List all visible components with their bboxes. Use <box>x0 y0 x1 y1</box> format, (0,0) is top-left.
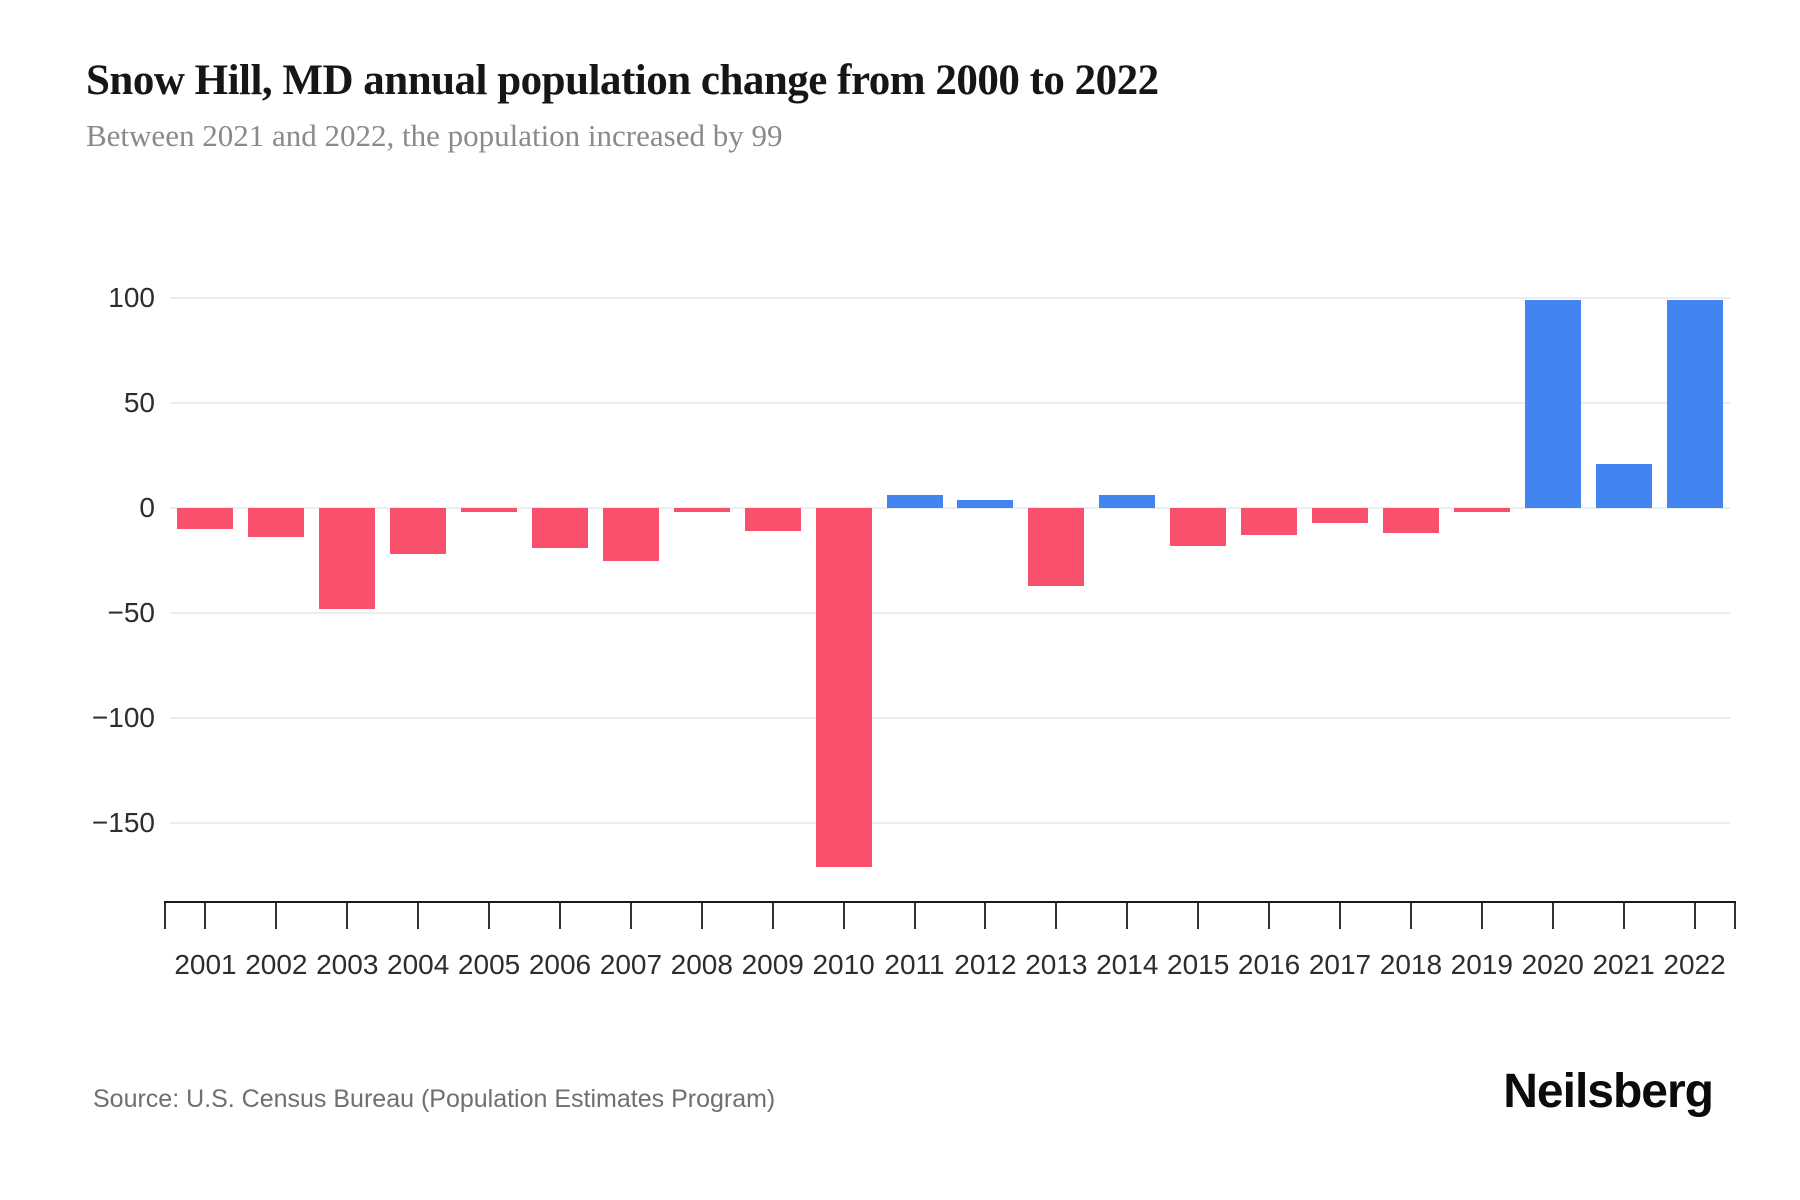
y-tick-label-100: 100 <box>108 282 155 313</box>
x-axis-tick <box>1126 903 1129 929</box>
bar-2009[interactable] <box>744 508 801 532</box>
bar-2003[interactable] <box>319 508 376 609</box>
y-tick-label-50: 50 <box>123 387 155 418</box>
x-axis-tick <box>1480 903 1483 929</box>
bar-2015[interactable] <box>1170 508 1227 546</box>
x-tick-label-2009: 2009 <box>741 949 804 980</box>
bar-2011[interactable] <box>886 495 943 508</box>
x-axis-tick <box>1268 903 1271 929</box>
x-axis-tick <box>1622 903 1625 929</box>
bar-2014[interactable] <box>1099 495 1156 508</box>
bar-2001[interactable] <box>177 508 234 529</box>
x-axis-tick <box>559 903 561 929</box>
gridline--50 <box>170 612 1730 614</box>
bar-2006[interactable] <box>532 508 588 548</box>
x-tick-label-2021: 2021 <box>1592 949 1655 980</box>
bar-2018[interactable] <box>1382 508 1439 534</box>
x-axis-tick <box>346 903 349 929</box>
x-axis-tick <box>1055 903 1058 929</box>
x-tick-label-2016: 2016 <box>1237 949 1301 980</box>
x-axis-tick <box>1197 903 1200 929</box>
x-axis-tick <box>1339 903 1341 929</box>
x-axis-tick <box>275 903 278 929</box>
bar-2002[interactable] <box>248 508 305 538</box>
gridline-50 <box>170 402 1730 404</box>
x-tick-label-2022: 2022 <box>1663 949 1726 980</box>
x-axis-tick <box>164 903 166 929</box>
x-axis-tick <box>842 903 845 929</box>
bar-2020[interactable] <box>1524 300 1581 508</box>
x-axis-tick <box>700 903 703 929</box>
bar-2008[interactable] <box>673 508 730 513</box>
bar-2004[interactable] <box>390 508 447 555</box>
y-tick-label-0: 0 <box>139 492 155 523</box>
plot-area: 2001 2002 2003 2004 2005 2006 2007 2008 2009 2010… <box>164 250 1736 980</box>
x-tick-label-2011: 2011 <box>884 949 945 980</box>
x-axis-tick <box>984 903 987 929</box>
y-tick-label--150: −150 <box>91 807 155 838</box>
x-axis-tick <box>629 903 632 929</box>
x-axis-tick <box>1734 903 1736 929</box>
y-tick-label--100: −100 <box>91 702 155 733</box>
bar-2022[interactable] <box>1666 300 1723 508</box>
gridline-0 <box>170 507 1730 509</box>
x-axis-tick <box>204 903 207 929</box>
bar-2012[interactable] <box>957 499 1014 508</box>
y-axis-labels: 100 50 0 −50 −100 −150 <box>60 250 155 902</box>
neilsberg-logo[interactable]: Neilsberg <box>1503 1065 1714 1118</box>
x-axis-tick <box>1551 903 1554 929</box>
bar-2019[interactable] <box>1453 508 1510 513</box>
x-tick-label-2004: 2004 <box>387 949 450 980</box>
chart-subtitle: Between 2021 and 2022, the population in… <box>86 118 783 153</box>
x-axis-tick <box>417 903 420 929</box>
bar-2007[interactable] <box>602 508 659 561</box>
bar-2017[interactable] <box>1312 508 1368 523</box>
x-axis-tick <box>1409 903 1412 929</box>
source-note: Source: U.S. Census Bureau (Population E… <box>93 1085 776 1113</box>
gridline--150 <box>170 822 1730 824</box>
x-tick-label-2020: 2020 <box>1521 949 1584 980</box>
x-tick-label-2007: 2007 <box>599 949 663 980</box>
x-axis-tick <box>913 903 916 929</box>
bar-2016[interactable] <box>1241 508 1298 536</box>
x-tick-label-2017: 2017 <box>1308 949 1372 980</box>
x-tick-label-2003: 2003 <box>316 949 379 980</box>
gridline--100 <box>170 717 1730 719</box>
x-tick-label-2005: 2005 <box>457 949 521 980</box>
x-tick-label-2013: 2013 <box>1025 949 1088 980</box>
x-tick-label-2019: 2019 <box>1450 949 1513 980</box>
x-tick-label-2002: 2002 <box>245 949 308 980</box>
bar-2005[interactable] <box>461 508 518 513</box>
gridline-100 <box>170 297 1730 299</box>
bar-2021[interactable] <box>1595 463 1652 508</box>
x-tick-label-2010: 2010 <box>812 949 875 980</box>
x-axis-line <box>164 901 1736 903</box>
x-tick-label-2012: 2012 <box>954 949 1017 980</box>
x-tick-label-2001: 2001 <box>174 949 237 980</box>
x-tick-label-2008: 2008 <box>670 949 733 980</box>
x-tick-label-2018: 2018 <box>1379 949 1443 980</box>
x-axis-tick <box>771 903 774 929</box>
chart-title: Snow Hill, MD annual population change f… <box>86 57 1159 104</box>
x-tick-label-2006: 2006 <box>528 949 592 980</box>
bar-2013[interactable] <box>1028 508 1085 586</box>
x-tick-label-2014: 2014 <box>1096 949 1159 980</box>
x-axis-tick <box>488 903 491 929</box>
y-tick-label--50: −50 <box>107 597 156 628</box>
x-tick-label-2015: 2015 <box>1167 949 1230 980</box>
bar-2010[interactable] <box>815 508 872 868</box>
x-axis-tick <box>1693 903 1696 929</box>
